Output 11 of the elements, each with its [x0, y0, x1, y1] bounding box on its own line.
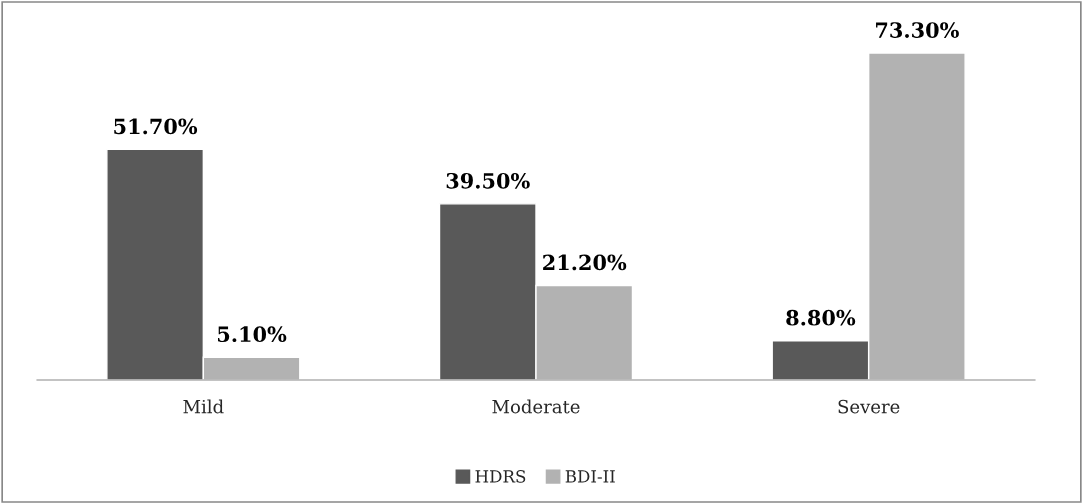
data-label: 39.50%: [446, 172, 530, 189]
x-tick-label: Mild: [183, 399, 224, 414]
data-label: 5.10%: [218, 326, 287, 343]
legend-label: BDI-II: [565, 470, 615, 483]
data-label: 73.30%: [876, 22, 959, 38]
x-tick-label: Severe: [838, 399, 900, 414]
data-label: 21.20%: [543, 254, 627, 271]
x-tick-label: Moderate: [492, 399, 580, 414]
legend-label: HDRS: [475, 470, 526, 483]
data-label: 8.80%: [786, 309, 856, 326]
data-label: 51.70%: [114, 118, 198, 135]
